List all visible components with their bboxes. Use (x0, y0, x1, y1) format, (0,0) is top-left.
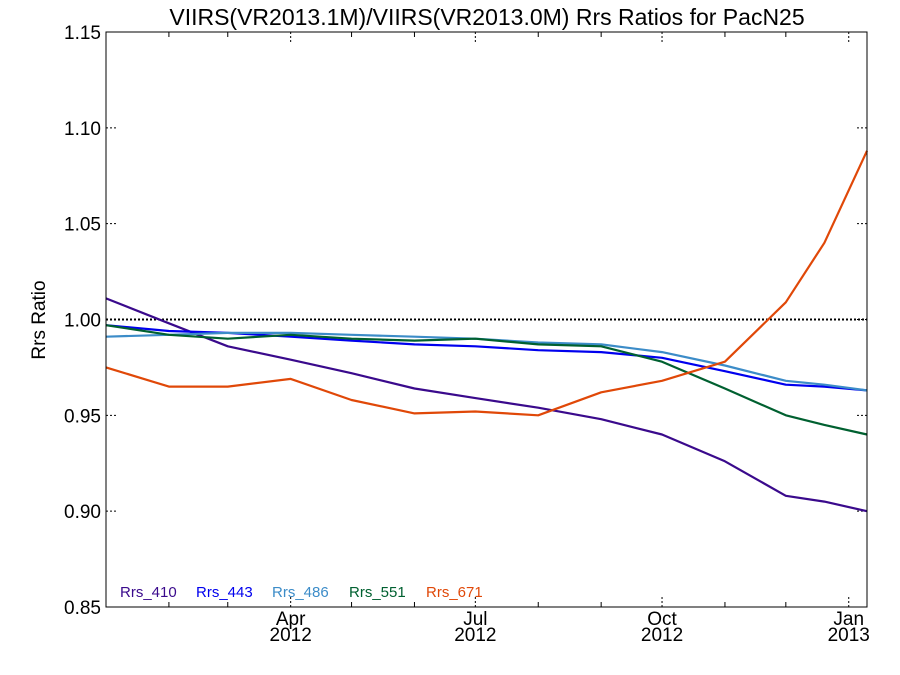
legend-item-rrs-671: Rrs_671 (426, 584, 483, 601)
y-tick-label: 0.95 (64, 406, 101, 427)
legend: Rrs_410 Rrs_443 Rrs_486 Rrs_551 Rrs_671 (120, 584, 483, 601)
y-tick-labels: 0.85 0.90 0.95 1.00 1.05 1.10 1.15 (64, 23, 101, 619)
legend-item-rrs-551: Rrs_551 (349, 584, 406, 601)
x-tick-label-year: 2013 (828, 625, 870, 646)
plot-frame (105, 31, 868, 608)
x-tick-label-month: Oct (647, 609, 677, 630)
series-line-rrs-551 (105, 324, 868, 436)
legend-item-rrs-486: Rrs_486 (272, 584, 329, 601)
x-tick-label-month: Jul (463, 609, 487, 630)
y-tick-label: 1.05 (64, 215, 101, 236)
series-line-rrs-410 (105, 297, 868, 513)
y-tick-label: 1.10 (64, 119, 101, 140)
x-tick-label-month: Apr (276, 609, 306, 630)
y-tick-label: 0.90 (64, 502, 101, 523)
chart-title: VIIRS(VR2013.1M)/VIIRS(VR2013.0M) Rrs Ra… (169, 4, 804, 30)
series-lines (105, 150, 868, 513)
y-tick-label: 1.00 (64, 311, 101, 332)
series-line-rrs-671 (105, 150, 868, 417)
x-tick-label-year: 2012 (270, 625, 312, 646)
x-tick-label-year: 2012 (641, 625, 683, 646)
x-tick-label-month: Jan (833, 609, 864, 630)
legend-item-rrs-410: Rrs_410 (120, 584, 177, 601)
x-tick-label-year: 2012 (454, 625, 496, 646)
y-tick-label: 1.15 (64, 23, 101, 44)
legend-item-rrs-443: Rrs_443 (196, 584, 253, 601)
y-tick-label: 0.85 (64, 598, 101, 619)
y-axis-label: Rrs Ratio (29, 280, 50, 359)
axis-ticks (106, 31, 867, 608)
